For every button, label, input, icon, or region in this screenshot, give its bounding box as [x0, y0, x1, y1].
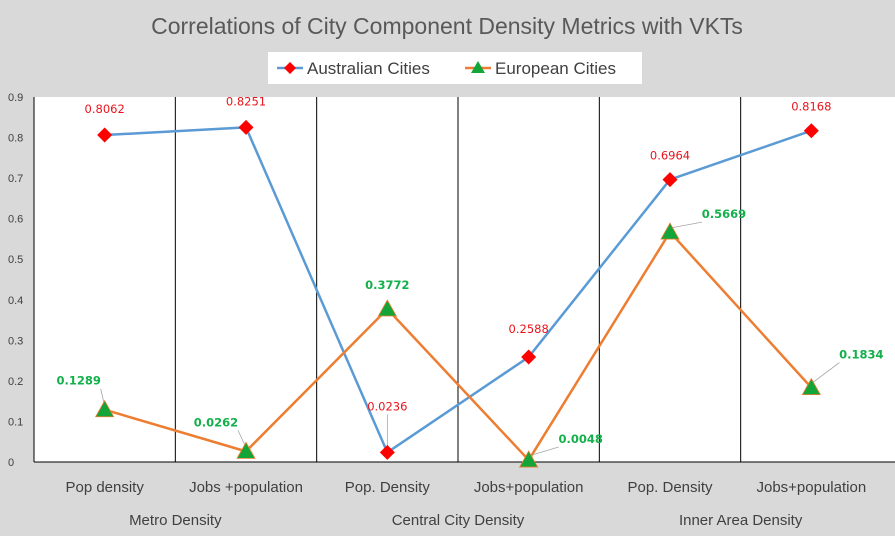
series-lines — [104, 126, 813, 462]
data-point-european — [94, 399, 115, 418]
data-point-european — [236, 441, 256, 459]
data-label-european: 0.1289 — [56, 374, 100, 388]
y-tick-label: 0.9 — [8, 92, 23, 104]
x-category-label: Pop. Density — [627, 479, 713, 496]
data-label-european: 0.1834 — [839, 348, 883, 362]
data-label-australian: 0.8168 — [791, 100, 831, 114]
data-point-european — [518, 450, 539, 468]
category-dividers — [174, 97, 742, 462]
label-leader-line — [669, 221, 703, 229]
x-axis-groups: Metro Density Central City Density Inner A… — [129, 512, 803, 529]
plot-background — [34, 97, 895, 462]
series-markers — [94, 119, 822, 468]
data-point-australian — [238, 119, 254, 135]
y-tick-label: 0.3 — [8, 335, 23, 347]
x-group-label: Central City Density — [392, 512, 525, 529]
label-leader-line — [528, 446, 559, 457]
legend: Australian Cities European Cities — [268, 52, 642, 84]
y-tick-label: 0.8 — [8, 133, 23, 145]
y-axis-ticks: 0 0.1 0.2 0.3 0.4 0.5 0.6 0.7 0.8 0.9 — [8, 92, 23, 469]
data-label-european: 0.3772 — [365, 278, 409, 292]
data-point-australian — [662, 172, 678, 188]
data-point-european — [801, 377, 822, 396]
data-label-australian: 0.2588 — [509, 322, 549, 336]
data-labels: 0.8062 0.8251 0.0236 0.2588 0.6964 0.8168 0.12… — [56, 94, 883, 446]
x-axis-categories: Pop density Jobs +population Pop. Density J… — [65, 479, 866, 496]
data-label-australian: 0.0236 — [367, 399, 407, 413]
legend-label-australian: Australian Cities — [307, 59, 430, 78]
x-category-label: Jobs +population — [189, 479, 303, 496]
plot-area — [34, 97, 895, 462]
data-point-european — [660, 222, 680, 240]
chart-title: Correlations of City Component Density M… — [151, 13, 743, 39]
x-category-label: Pop density — [65, 479, 144, 496]
y-tick-label: 0.2 — [8, 376, 23, 388]
x-category-label: Pop. Density — [345, 479, 431, 496]
data-point-australian — [379, 444, 395, 460]
label-leader-line — [811, 362, 840, 384]
y-tick-label: 0.4 — [8, 295, 23, 307]
data-label-australian: 0.8251 — [226, 94, 266, 108]
data-point-australian — [521, 349, 537, 365]
x-category-label: Jobs+population — [474, 479, 584, 496]
y-tick-label: 0.6 — [8, 214, 23, 226]
series-line-european — [104, 230, 813, 462]
data-point-australian — [97, 127, 113, 143]
data-label-european: 0.0048 — [558, 432, 602, 446]
data-point-australian — [803, 123, 819, 139]
legend-label-european: European Cities — [495, 59, 616, 78]
legend-box — [268, 52, 642, 84]
x-group-label: Metro Density — [129, 512, 222, 529]
data-label-european: 0.0262 — [194, 415, 238, 429]
x-category-label: Jobs+population — [756, 479, 866, 496]
data-label-australian: 0.8062 — [85, 102, 125, 116]
data-label-european: 0.5669 — [702, 207, 746, 221]
legend-marker-european — [471, 61, 485, 73]
legend-marker-australian — [284, 62, 296, 74]
y-tick-label: 0 — [8, 457, 14, 469]
series-line-australian — [104, 126, 812, 454]
y-tick-label: 0.7 — [8, 173, 23, 185]
axes — [33, 97, 895, 463]
data-label-australian: 0.6964 — [650, 149, 690, 163]
data-point-european — [377, 299, 398, 317]
y-tick-label: 0.1 — [8, 416, 23, 428]
x-group-label: Inner Area Density — [679, 512, 803, 529]
y-tick-label: 0.5 — [8, 254, 23, 266]
